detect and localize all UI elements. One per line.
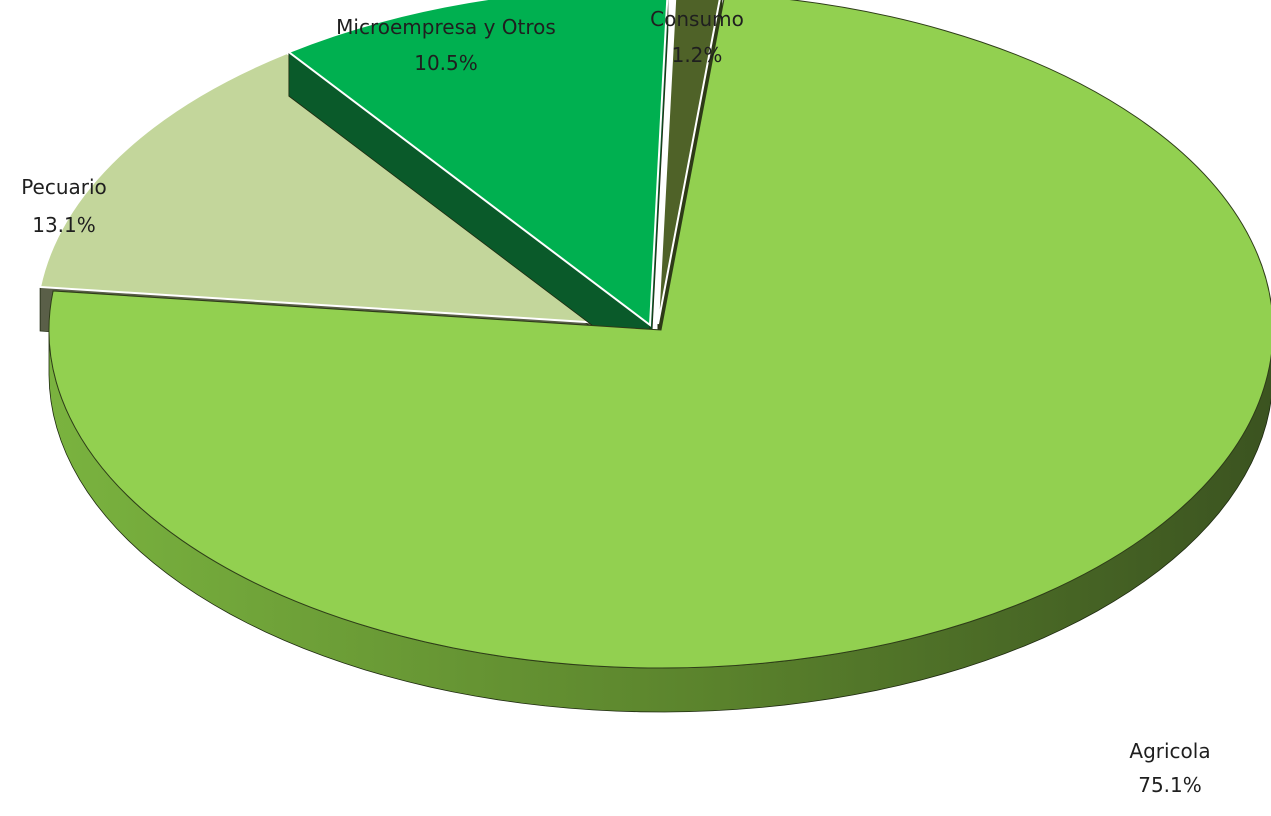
slice-microempresa xyxy=(286,0,669,370)
slice-label-consumo: Consumo xyxy=(650,7,744,31)
slice-top-pecuario xyxy=(38,51,652,328)
pie-slices xyxy=(38,0,1271,713)
slice-agricola xyxy=(48,0,1271,713)
slice-label-agricola: Agricola xyxy=(1129,739,1210,763)
slice-top-consumo xyxy=(657,0,721,325)
slice-value-agricola: 75.1% xyxy=(1138,773,1202,797)
slice-label-pecuario: Pecuario xyxy=(21,175,107,199)
slice-value-microempresa: 10.5% xyxy=(414,51,478,75)
slice-top-agricola xyxy=(48,0,1271,669)
slice-value-pecuario: 13.1% xyxy=(32,213,96,237)
slice-value-consumo: 1.2% xyxy=(672,43,723,67)
pie-labels: Agricola 75.1% Pecuario 13.1% Microempre… xyxy=(21,7,1210,797)
slice-label-microempresa: Microempresa y Otros xyxy=(336,15,556,39)
slice-top-microempresa xyxy=(286,0,669,327)
